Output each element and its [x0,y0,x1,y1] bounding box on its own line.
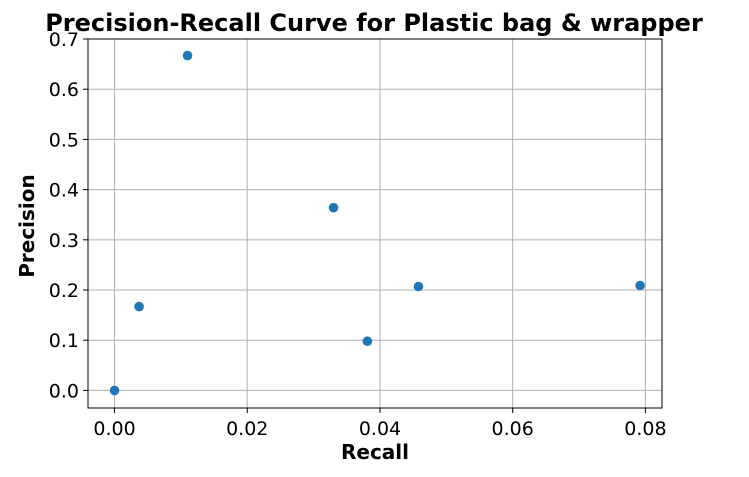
x-tick-label: 0.04 [359,418,401,440]
data-point [109,385,120,396]
ticks: 0.00 0.02 0.04 0.06 0.08 0.0 0.1 0.2 0.3 0.4 0.5 0.… [49,29,667,440]
data-point [182,50,193,61]
data-point [134,301,144,312]
x-tick-label: 0.02 [226,418,268,440]
x-tick-label: 0.00 [93,418,135,440]
data-point [328,202,339,213]
y-axis-label: Precision [15,174,39,278]
data-point [635,280,645,291]
y-tick-label: 0.0 [49,380,79,402]
y-tick-label: 0.7 [49,29,79,51]
chart-title: Precision-Recall Curve for Plastic bag &… [45,9,703,37]
data-point [362,336,373,347]
data-point [413,281,424,292]
data-points [109,50,645,396]
plot-area-frame [87,38,663,409]
grid [88,38,662,408]
y-tick-label: 0.1 [49,330,79,352]
x-tick-label: 0.08 [624,418,666,440]
x-axis-label: Recall [341,440,409,464]
y-tick-label: 0.5 [49,129,79,151]
y-tick-label: 0.4 [49,180,79,202]
y-tick-label: 0.2 [49,280,79,302]
y-tick-label: 0.3 [49,230,79,252]
x-tick-label: 0.06 [492,418,534,440]
y-tick-label: 0.6 [49,79,79,101]
